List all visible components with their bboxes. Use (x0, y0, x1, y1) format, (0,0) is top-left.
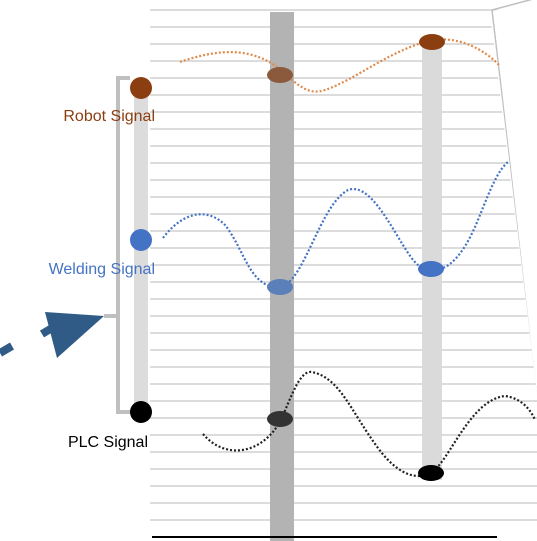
time-band-1 (270, 12, 294, 541)
welding-sample-point-1 (267, 279, 293, 295)
panel-edge-top (491, 0, 533, 11)
welding-signal-wave (162, 161, 509, 289)
plc-signal-wave (202, 370, 537, 478)
plc-sample-point-2 (418, 465, 444, 481)
grid-lines (150, 9, 537, 521)
signal-group-bracket (116, 76, 130, 414)
welding-sample-point-2 (418, 261, 444, 277)
welding-signal-label: Welding Signal (49, 261, 155, 278)
robot-signal-marker (130, 77, 152, 99)
time-band-2 (422, 40, 442, 480)
robot-signal-label: Robot Signal (63, 108, 155, 125)
arrow-shaft-dash-1 (0, 342, 15, 357)
arrow-head (45, 312, 104, 358)
robot-signal-wave (179, 38, 501, 93)
panel-cover (493, 0, 537, 541)
plc-signal-label: PLC Signal (68, 434, 148, 451)
robot-sample-point-2 (419, 34, 445, 50)
plc-signal-marker (130, 401, 152, 423)
welding-signal-marker (130, 229, 152, 251)
robot-sample-point-1 (267, 67, 293, 83)
plc-sample-point-1 (267, 411, 293, 427)
